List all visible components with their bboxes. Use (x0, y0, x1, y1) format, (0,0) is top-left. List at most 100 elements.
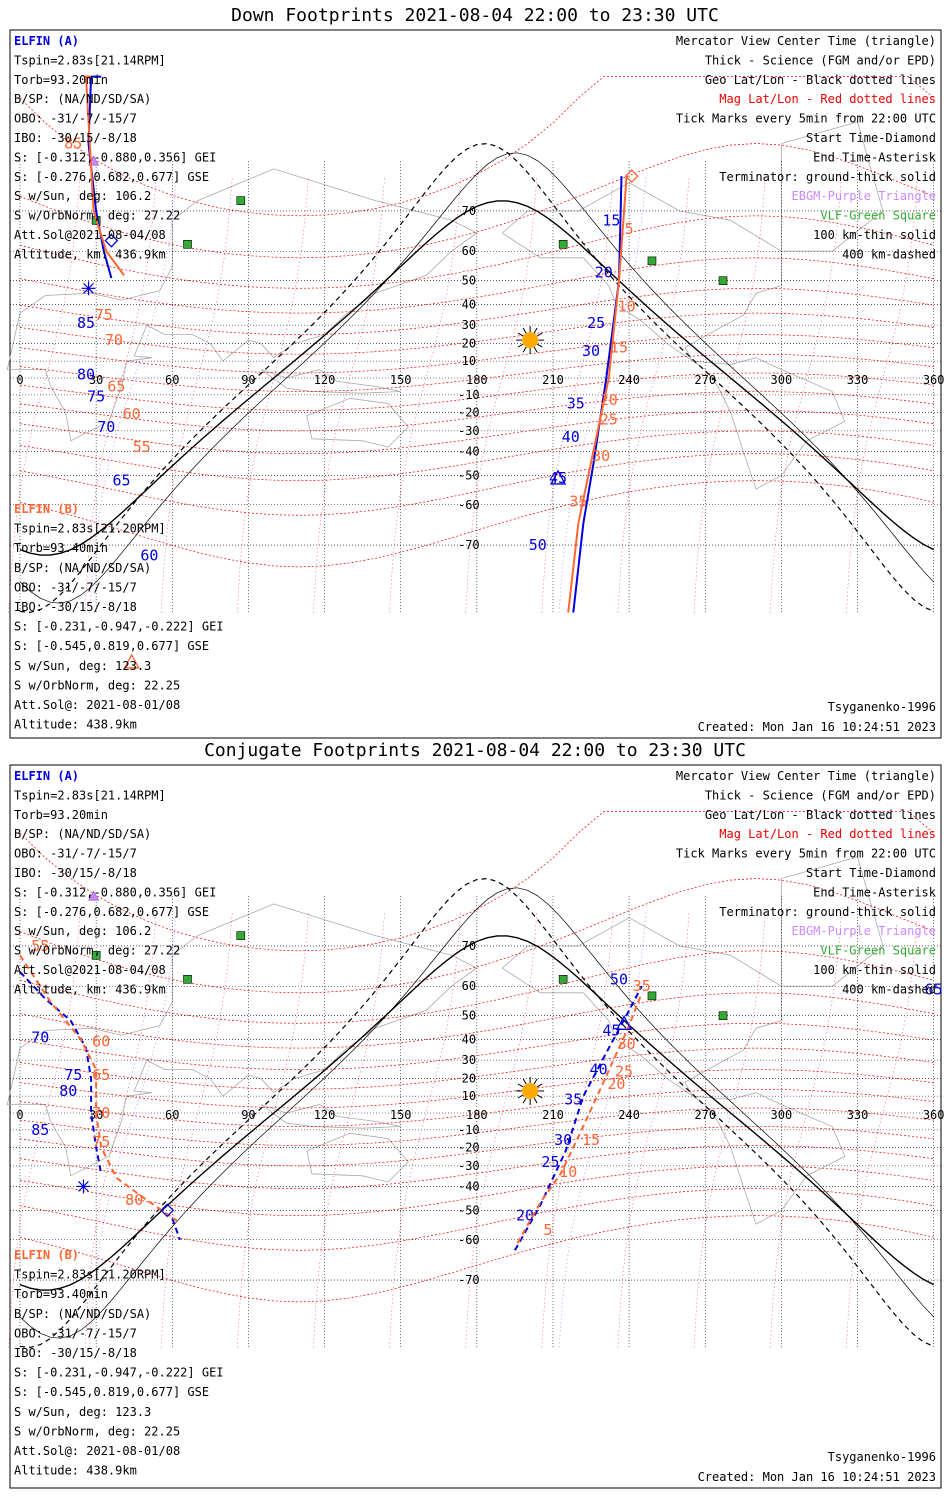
elfin-b-info-line: S w/OrbNorm, deg: 22.25 (14, 678, 180, 692)
elfin-b-info-line: Altitude: 438.9km (14, 718, 137, 732)
legend-line: Mercator View Center Time (triangle) (676, 34, 936, 48)
lat-tick-label: 40 (462, 1033, 476, 1047)
sun-ray (533, 1097, 538, 1104)
elfin-a-track (514, 985, 643, 1251)
elfin-b-info-line: S: [-0.545,0.819,0.677] GSE (14, 1385, 209, 1399)
elfin-a-tick-label: 70 (97, 418, 115, 436)
elfin-b-info-line: OBO: -31/-7/-15/7 (14, 580, 137, 594)
lat-tick-label: -60 (458, 498, 480, 512)
coastline (306, 397, 409, 448)
elfin-a-tick-label: 85 (31, 1121, 49, 1139)
vlf-station-square (236, 196, 246, 205)
elfin-b-track (567, 176, 628, 613)
coastline (260, 1104, 401, 1129)
lat-tick-label: 40 (462, 298, 476, 312)
elfin-b-tick-label: 25 (600, 411, 618, 429)
lon-tick-label: 240 (618, 373, 640, 387)
end-time-asterisk (78, 1181, 89, 1192)
elfin-b-tick-label: 65 (107, 377, 125, 395)
elfin-b-info-line: Tspin=2.83s[21.20RPM] (14, 522, 166, 536)
legend-line: End Time-Asterisk (813, 150, 937, 164)
conjugate-footprints-title: Conjugate Footprints 2021-08-04 22:00 to… (204, 740, 746, 761)
lon-tick-label: 330 (847, 373, 869, 387)
elfin-b-tick-label: 5 (543, 1221, 552, 1239)
lat-tick-label: 20 (462, 337, 476, 351)
mag-parallel (19, 1022, 934, 1070)
elfin-b-info-line: S w/Sun, deg: 123.3 (14, 659, 151, 673)
elfin-b-tick-label: 35 (569, 492, 587, 510)
legend-line: EBGM-Purple Triangle (792, 189, 937, 203)
elfin-a-tick-label: 15 (602, 211, 620, 229)
mag-parallel (19, 287, 934, 335)
ebgm-meridian (558, 911, 647, 1348)
lat-tick-label: 50 (462, 1009, 476, 1023)
sun-ray (533, 1078, 538, 1085)
elfin-a-tick-label: 80 (77, 366, 95, 384)
sun-ray (517, 1083, 524, 1088)
lat-tick-label: 10 (462, 354, 476, 368)
elfin-a-header: ELFIN (A) (14, 769, 79, 783)
elfin-a-info-line: Altitude, km: 436.9km (14, 982, 166, 996)
elfin-a-info-line: Torb=93.20min (14, 808, 108, 822)
mag-parallel (19, 312, 934, 355)
lon-tick-label: 360 (923, 1108, 945, 1122)
lon-tick-label: 90 (241, 373, 255, 387)
elfin-b-info-line: Att.Sol@: 2021-08-01/08 (14, 1444, 180, 1458)
start-time-diamond (624, 169, 639, 184)
sun-ray (522, 1078, 527, 1085)
elfin-b-info-line: S: [-0.231,-0.947,-0.222] GEI (14, 1366, 224, 1380)
terminator-ground (19, 935, 935, 1291)
mag-parallel (19, 1126, 934, 1167)
vlf-station-square (236, 931, 246, 940)
sun-icon (522, 1082, 539, 1099)
elfin-b-tick-label: 55 (133, 438, 151, 456)
sun-ray (517, 343, 524, 348)
mag-parallel (19, 430, 934, 481)
lat-tick-label: -20 (458, 1140, 480, 1154)
elfin-a-info-line: B/SP: (NA/ND/SD/SA) (14, 92, 151, 106)
lon-tick-label: 240 (618, 1108, 640, 1122)
elfin-a-tick-label: 25 (587, 314, 605, 332)
sun-ray (536, 1083, 543, 1088)
elfin-b-header: ELFIN (B) (14, 502, 79, 516)
lat-tick-label: -50 (458, 468, 480, 482)
elfin-a-tick-label: 35 (564, 1091, 582, 1109)
elfin-a-tick-label: 60 (140, 546, 158, 564)
legend-line: Thick - Science (FGM and/or EPD) (705, 53, 936, 67)
elfin-a-header: ELFIN (A) (14, 34, 79, 48)
lat-tick-label: 20 (462, 1072, 476, 1086)
lat-tick-label: -20 (458, 405, 480, 419)
ebgm-station-triangle (88, 890, 100, 901)
terminator-ground (19, 200, 935, 556)
ebgm-meridian (558, 176, 647, 613)
legend-line: Terminator: ground-thick solid (719, 170, 936, 184)
sun-icon (522, 332, 539, 349)
elfin-a-tick-label: 70 (31, 1028, 49, 1046)
elfin-a-info-line: S w/Sun, deg: 106.2 (14, 924, 151, 938)
elfin-a-tick-label: 65 (925, 981, 943, 999)
elfin-a-tick-label: 20 (595, 264, 613, 282)
coastline (6, 168, 478, 442)
elfin-b-info-line: S: [-0.545,0.819,0.677] GSE (14, 639, 209, 653)
lat-tick-label: -60 (458, 1233, 480, 1247)
lon-tick-label: 60 (165, 1108, 179, 1122)
terminator-100km (19, 887, 934, 1339)
elfin-a-info-line: Att.Sol@2021-08-04/08 (14, 228, 166, 242)
elfin-a-tick-label: 45 (549, 469, 567, 487)
elfin-b-tick-label: 15 (610, 338, 628, 356)
elfin-b-tick-label: 75 (92, 1133, 110, 1151)
elfin-a-tick-label: 50 (529, 536, 547, 554)
elfin-a-tick-label: 65 (112, 472, 130, 490)
lon-tick-label: 180 (466, 1108, 488, 1122)
elfin-a-info-line: Att.Sol@2021-08-04/08 (14, 963, 166, 977)
sun-ray (517, 1094, 524, 1099)
lat-tick-label: -10 (458, 388, 480, 402)
elfin-a-info-line: OBO: -31/-7/-15/7 (14, 847, 137, 861)
model-label: Tsyganenko-1996 (828, 700, 936, 714)
elfin-a-info-line: S w/OrbNorm, deg: 27.22 (14, 209, 180, 223)
sun-ray (517, 332, 524, 337)
sun-ray (522, 327, 527, 334)
sun-ray (522, 346, 527, 353)
mag-parallel (19, 1215, 934, 1303)
